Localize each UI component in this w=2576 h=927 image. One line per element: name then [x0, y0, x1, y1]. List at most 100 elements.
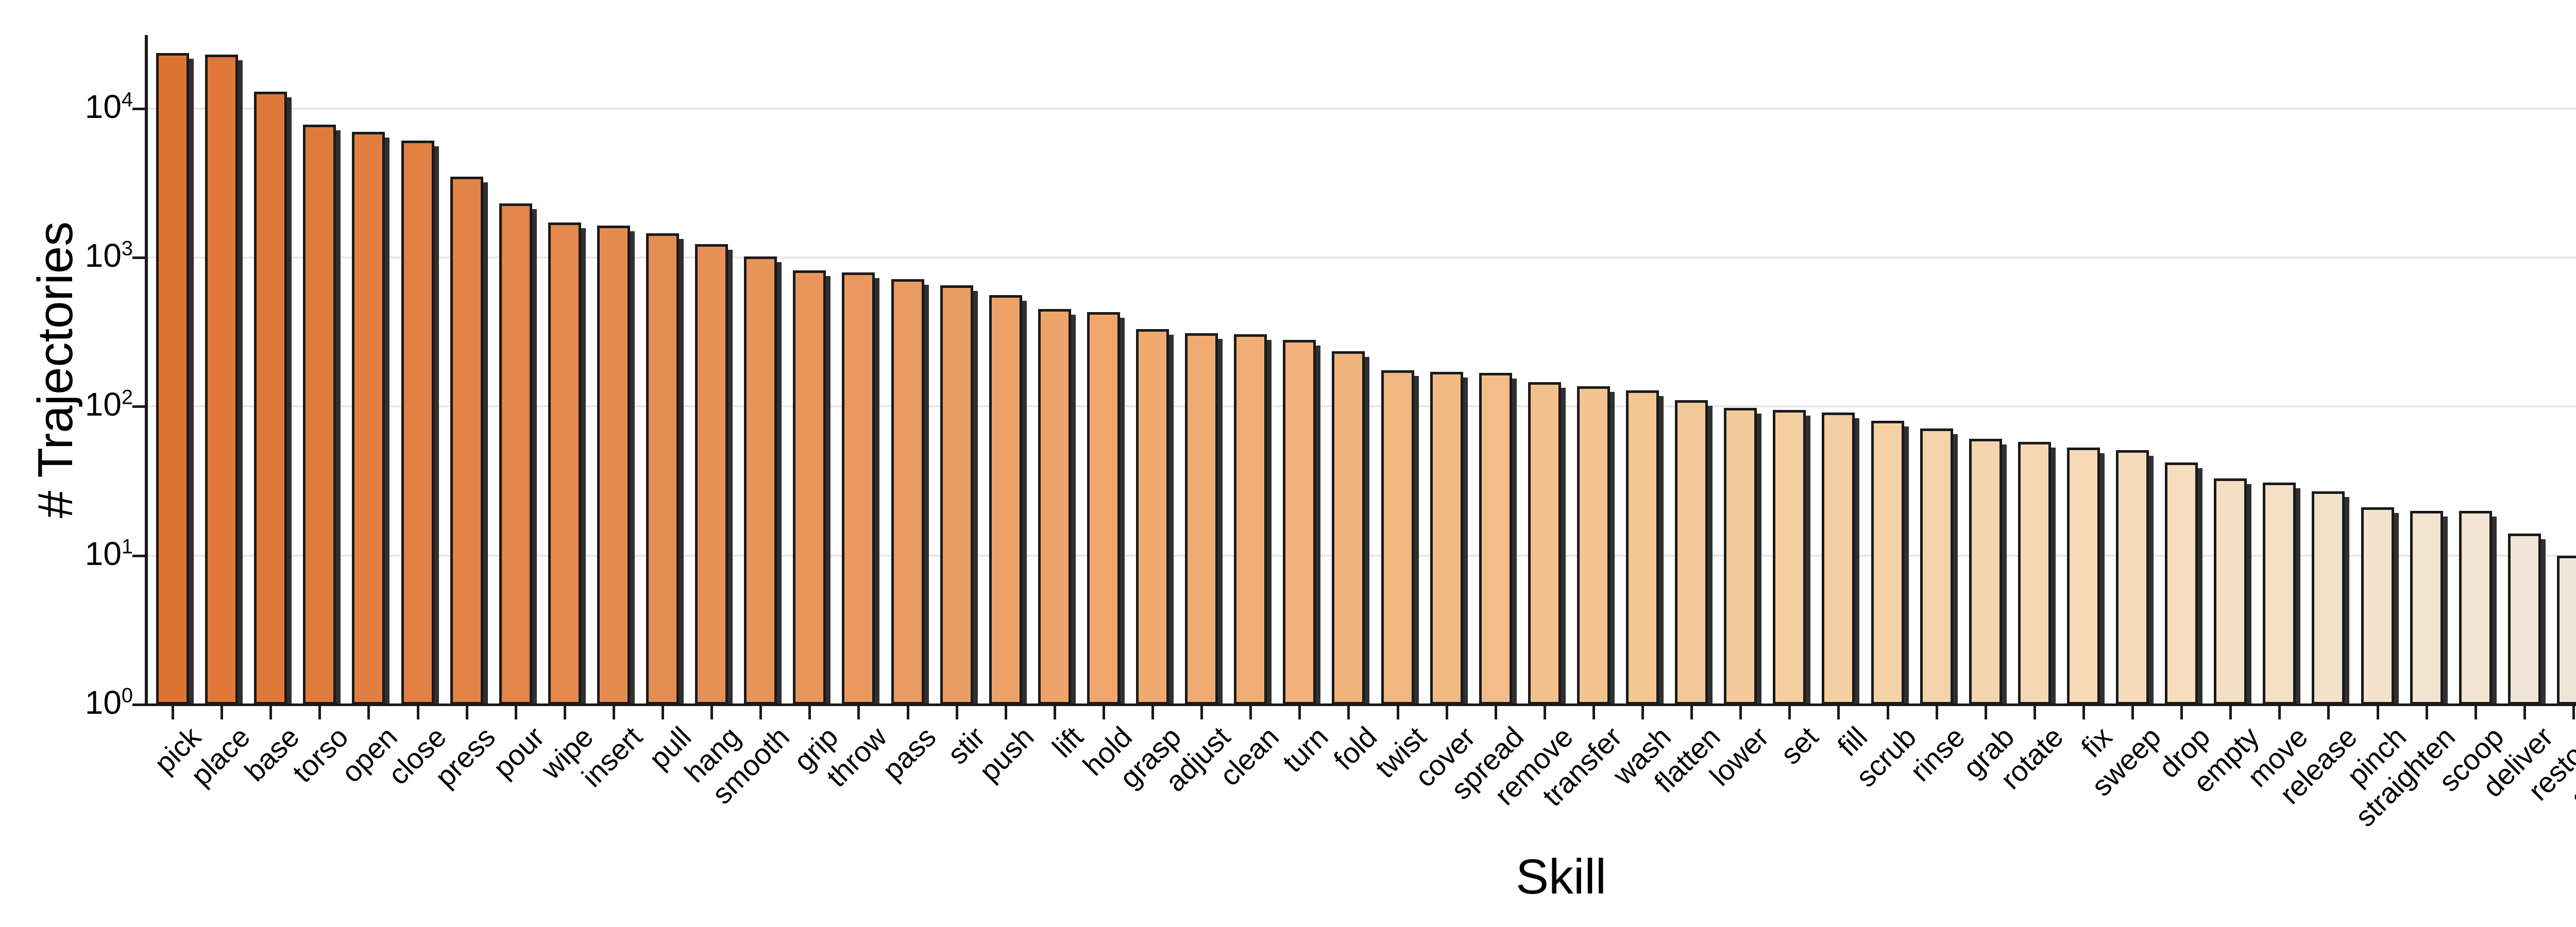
- x-tick-clean: [1249, 706, 1252, 719]
- x-tick-torso: [318, 706, 321, 719]
- x-tick-pick: [172, 706, 174, 719]
- bar-open: [352, 131, 385, 705]
- x-tick-open: [367, 706, 370, 719]
- x-tick-smooth: [759, 706, 762, 719]
- bar-fix: [2066, 448, 2100, 705]
- x-tick-throw: [857, 706, 860, 719]
- x-tick-flatten: [1690, 706, 1693, 719]
- bar-close: [401, 140, 434, 705]
- x-tick-label-pass: pass: [876, 720, 942, 786]
- x-tick-hang: [710, 706, 714, 719]
- x-tick-drop: [2180, 706, 2183, 719]
- x-tick-adjust: [1200, 706, 1204, 719]
- bar-smooth: [744, 256, 777, 705]
- x-tick-deliver: [2523, 706, 2526, 719]
- x-tick-restore: [2572, 706, 2575, 719]
- x-tick-place: [221, 706, 224, 719]
- x-tick-wash: [1641, 706, 1644, 719]
- y-tick-label-10e4: 104: [84, 88, 133, 125]
- y-tick-10e4: [132, 107, 145, 110]
- x-tick-scoop: [2474, 706, 2477, 719]
- x-tick-label-pour: pour: [486, 720, 550, 784]
- y-tick-exponent: 2: [121, 386, 133, 409]
- bar-pass: [891, 279, 924, 705]
- bar-rotate: [2018, 441, 2051, 705]
- bar-deliver: [2507, 534, 2541, 705]
- bar-set: [1773, 409, 1806, 705]
- bar-empty: [2214, 478, 2247, 705]
- x-tick-grip: [808, 706, 811, 719]
- bars-layer: [156, 53, 2576, 705]
- x-tick-sweep: [2131, 706, 2134, 719]
- bar-torso: [303, 125, 336, 705]
- x-tick-press: [465, 706, 468, 719]
- bar-cover: [1430, 371, 1463, 705]
- bar-move: [2263, 482, 2296, 705]
- bar-scoop: [2459, 510, 2492, 705]
- x-tick-straighten: [2425, 706, 2428, 719]
- gridline-10e3: [145, 256, 2576, 259]
- x-tick-label-base: base: [238, 720, 306, 788]
- bar-straighten: [2410, 510, 2443, 705]
- x-tick-pull: [662, 706, 664, 719]
- bar-grasp: [1136, 329, 1169, 705]
- bar-transfer: [1577, 386, 1610, 705]
- x-tick-label-fold: fold: [1327, 720, 1383, 777]
- bar-wash: [1626, 390, 1659, 705]
- x-tick-label-set: set: [1774, 720, 1824, 771]
- x-tick-transfer: [1592, 706, 1595, 719]
- y-tick-label-10e0: 100: [84, 684, 133, 721]
- x-tick-base: [269, 706, 273, 719]
- x-axis-title: Skill: [1515, 849, 1607, 904]
- x-tick-pour: [514, 706, 517, 719]
- bar-sweep: [2116, 450, 2149, 705]
- y-tick-label-10e3: 103: [84, 237, 133, 274]
- bar-lower: [1724, 407, 1757, 705]
- y-tick-10e3: [132, 256, 145, 260]
- bar-fill: [1822, 413, 1855, 705]
- x-tick-close: [416, 706, 419, 719]
- x-tick-fill: [1837, 706, 1840, 719]
- gridline-10e4: [145, 107, 2576, 110]
- x-axis-spine: [145, 703, 2576, 706]
- x-tick-hold: [1102, 706, 1105, 719]
- bar-hold: [1087, 312, 1120, 705]
- bar-twist: [1381, 370, 1414, 705]
- x-tick-empty: [2229, 706, 2232, 719]
- x-tick-grab: [1984, 706, 1987, 719]
- bar-fold: [1332, 351, 1365, 705]
- bar-push: [989, 295, 1022, 705]
- bar-flatten: [1675, 400, 1708, 705]
- y-tick-exponent: 4: [121, 88, 133, 111]
- bar-rinse: [1920, 428, 1953, 705]
- bar-base: [254, 91, 287, 705]
- x-tick-move: [2278, 706, 2281, 719]
- bar-pull: [646, 233, 679, 705]
- bar-place: [205, 55, 239, 705]
- y-axis-spine: [145, 35, 148, 706]
- bar-pinch: [2361, 507, 2394, 705]
- x-tick-pass: [906, 706, 909, 719]
- x-tick-remove: [1543, 706, 1546, 719]
- x-tick-cover: [1445, 706, 1448, 719]
- y-tick-exponent: 0: [121, 684, 133, 707]
- bar-grip: [793, 270, 826, 705]
- bar-turn: [1283, 340, 1316, 705]
- bar-press: [450, 176, 483, 705]
- y-tick-10e0: [132, 703, 145, 706]
- bar-insert: [597, 225, 630, 705]
- bar-spread: [1479, 373, 1512, 705]
- bar-release: [2312, 491, 2345, 705]
- bar-wipe: [548, 222, 581, 705]
- x-tick-insert: [612, 706, 615, 719]
- x-tick-pinch: [2376, 706, 2379, 719]
- x-tick-lower: [1739, 706, 1742, 719]
- x-tick-lift: [1053, 706, 1056, 719]
- x-tick-grasp: [1151, 706, 1154, 719]
- x-tick-set: [1788, 706, 1791, 719]
- y-tick-10e2: [132, 405, 145, 408]
- y-tick-label-10e2: 102: [84, 386, 133, 423]
